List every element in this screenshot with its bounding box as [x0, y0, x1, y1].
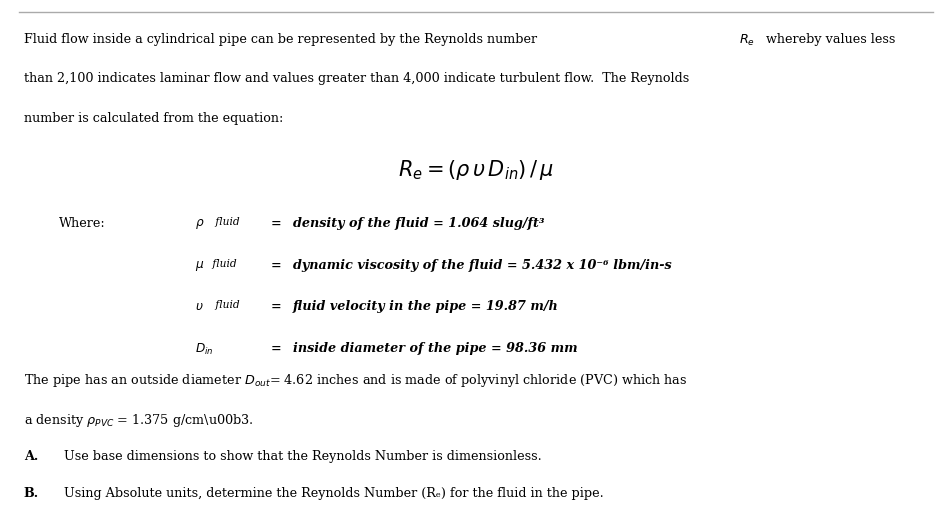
Text: $\upsilon$: $\upsilon$ [195, 300, 204, 313]
Text: Fluid flow inside a cylindrical pipe can be represented by the Reynolds number: Fluid flow inside a cylindrical pipe can… [24, 33, 541, 46]
Text: =: = [271, 216, 287, 229]
Text: $D_{in}$: $D_{in}$ [195, 342, 213, 357]
Text: whereby values less: whereby values less [762, 33, 895, 46]
Text: =: = [271, 258, 287, 271]
Text: Use base dimensions to show that the Reynolds Number is dimensionless.: Use base dimensions to show that the Rey… [64, 449, 542, 462]
Text: $R_e$: $R_e$ [739, 33, 755, 48]
Text: $\mu$: $\mu$ [195, 258, 205, 272]
Text: fluid velocity in the pipe = 19.87 m/h: fluid velocity in the pipe = 19.87 m/h [293, 300, 559, 313]
Text: density of the fluid = 1.064 slug/ft³: density of the fluid = 1.064 slug/ft³ [293, 216, 545, 229]
Text: Using Absolute units, determine the Reynolds Number (Rₑ) for the fluid in the pi: Using Absolute units, determine the Reyn… [64, 486, 604, 499]
Text: number is calculated from the equation:: number is calculated from the equation: [24, 112, 283, 125]
Text: fluid: fluid [212, 216, 240, 227]
Text: $R_e = (\rho \, \upsilon \, D_{in}) \, / \, \mu$: $R_e = (\rho \, \upsilon \, D_{in}) \, /… [398, 158, 554, 182]
Text: fluid: fluid [212, 300, 240, 310]
Text: $\rho$: $\rho$ [195, 216, 205, 230]
Text: a density $\rho_{PVC}$ = 1.375 g/cm\u00b3.: a density $\rho_{PVC}$ = 1.375 g/cm\u00b… [24, 411, 253, 428]
Text: A.: A. [24, 449, 38, 462]
Text: Where:: Where: [59, 216, 106, 229]
Text: =: = [271, 300, 287, 313]
Text: fluid: fluid [209, 258, 237, 268]
Text: inside diameter of the pipe = 98.36 mm: inside diameter of the pipe = 98.36 mm [293, 342, 578, 354]
Text: =: = [271, 342, 287, 354]
Text: The pipe has an outside diameter $D_{out}$= 4.62 inches and is made of polyvinyl: The pipe has an outside diameter $D_{out… [24, 372, 687, 388]
Text: B.: B. [24, 486, 39, 499]
Text: dynamic viscosity of the fluid = 5.432 x 10⁻⁶ lbm/in-s: dynamic viscosity of the fluid = 5.432 x… [293, 258, 672, 271]
Text: than 2,100 indicates laminar flow and values greater than 4,000 indicate turbule: than 2,100 indicates laminar flow and va… [24, 72, 689, 85]
